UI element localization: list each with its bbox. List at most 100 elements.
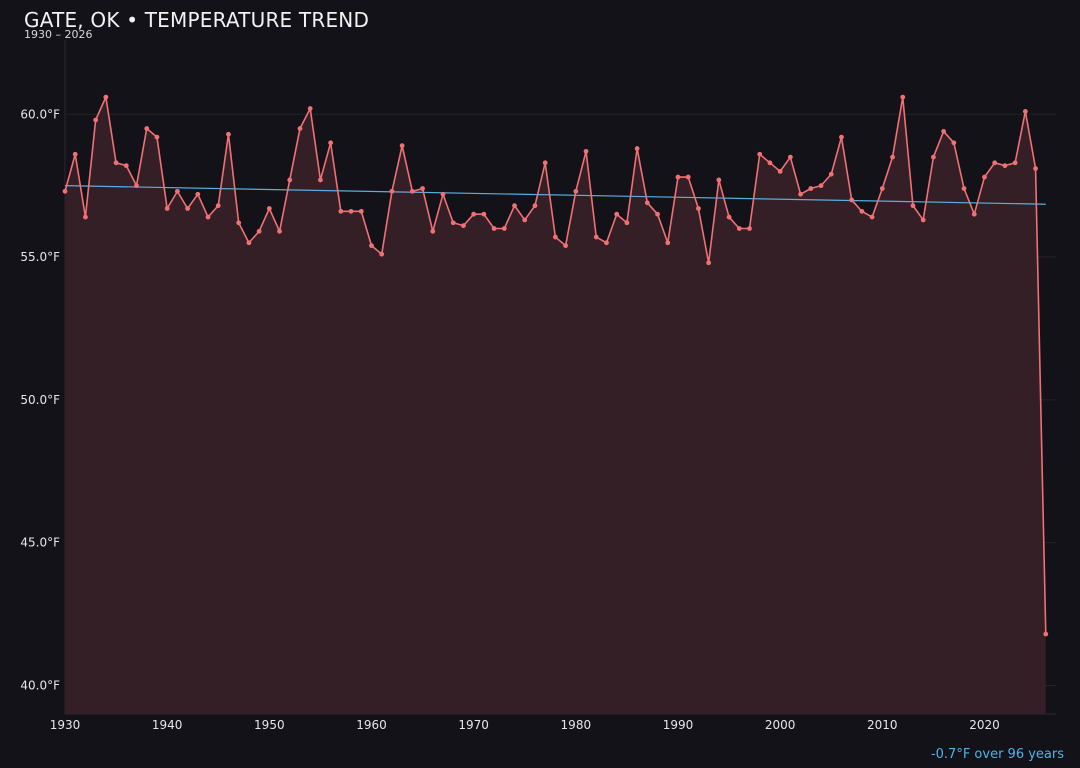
y-tick-label: 55.0°F <box>20 250 60 264</box>
y-tick-label: 40.0°F <box>20 678 60 692</box>
data-point <box>1012 160 1018 166</box>
data-point <box>879 186 885 191</box>
data-point <box>277 228 282 234</box>
data-point <box>113 160 119 166</box>
data-point <box>318 177 323 183</box>
data-point <box>185 206 190 211</box>
data-point <box>624 220 630 226</box>
data-point <box>787 154 793 160</box>
data-point <box>83 214 88 220</box>
data-point <box>583 148 589 154</box>
data-point <box>839 134 844 140</box>
trend-line-group <box>64 185 1046 205</box>
data-point <box>951 140 957 146</box>
y-tick-label: 60.0°F <box>20 107 60 121</box>
data-point <box>552 234 558 240</box>
data-point <box>931 154 936 160</box>
data-point <box>471 211 477 217</box>
data-point <box>532 203 538 209</box>
data-point <box>900 94 906 100</box>
data-point <box>593 234 599 240</box>
data-point <box>134 183 139 189</box>
y-tick-labels: 40.0°F 45.0°F 50.0°F 55.0°F 60.0°F <box>20 107 60 692</box>
data-point <box>307 106 313 111</box>
trend-line <box>64 185 1046 205</box>
data-point <box>644 200 650 206</box>
y-tick-label: 50.0°F <box>20 393 60 407</box>
y-tick-label: 45.0°F <box>20 536 60 550</box>
data-point <box>195 191 201 197</box>
data-point <box>961 186 967 191</box>
data-point <box>706 260 712 266</box>
data-point <box>440 191 446 197</box>
data-point <box>389 188 395 194</box>
data-point <box>205 214 211 220</box>
data-point <box>982 174 987 180</box>
data-point <box>542 160 548 166</box>
x-tick-label: 1950 <box>254 718 285 732</box>
x-tick-label: 2000 <box>765 718 796 732</box>
series-area <box>65 97 1046 714</box>
data-point <box>62 188 68 194</box>
data-point <box>849 197 855 203</box>
data-point <box>920 217 926 223</box>
data-point <box>348 208 354 214</box>
data-point <box>256 228 262 234</box>
data-point <box>103 94 109 100</box>
data-point <box>461 223 466 229</box>
data-point <box>859 208 865 214</box>
data-point <box>338 208 344 214</box>
data-point <box>123 163 129 169</box>
data-point <box>420 186 425 191</box>
data-point <box>1043 631 1049 637</box>
data-point <box>716 177 722 183</box>
data-point <box>828 171 834 177</box>
data-point <box>93 117 99 123</box>
data-point <box>72 151 78 157</box>
chart-title: GATE, OK • TEMPERATURE TREND <box>24 8 370 32</box>
data-point <box>971 211 977 217</box>
data-point <box>369 243 374 249</box>
data-point <box>450 220 456 226</box>
data-point <box>869 214 875 220</box>
data-point <box>1022 108 1028 114</box>
data-point <box>808 186 814 191</box>
data-point <box>685 174 691 180</box>
x-tick-label: 2020 <box>969 718 1000 732</box>
data-point <box>604 240 609 246</box>
x-tick-labels: 1930 1940 1950 1960 1970 1980 1990 2000 2010 2020 <box>50 718 1000 732</box>
data-point <box>522 217 528 223</box>
data-point <box>675 174 681 180</box>
data-point <box>910 203 916 209</box>
data-point <box>696 206 701 211</box>
data-point <box>757 151 763 157</box>
data-point <box>890 154 895 160</box>
chart-subtitle: 1930 – 2026 <box>24 28 93 41</box>
data-point <box>941 128 947 134</box>
data-point <box>409 188 415 194</box>
data-point <box>491 226 497 231</box>
data-point <box>1002 163 1008 169</box>
data-point <box>512 203 517 209</box>
data-point <box>358 208 364 214</box>
data-point <box>287 177 293 183</box>
data-point <box>154 134 160 140</box>
data-point <box>1033 166 1038 171</box>
trend-summary: -0.7°F over 96 years <box>930 747 1064 762</box>
data-point <box>215 203 221 209</box>
data-point <box>297 126 303 131</box>
x-tick-label: 1980 <box>561 718 592 732</box>
data-point <box>736 226 742 231</box>
data-point <box>481 211 487 217</box>
x-tick-label: 1930 <box>50 718 81 732</box>
x-tick-label: 1960 <box>356 718 387 732</box>
data-point <box>226 131 231 137</box>
data-point <box>726 214 732 220</box>
x-tick-label: 2010 <box>867 718 898 732</box>
x-tick-label: 1990 <box>663 718 694 732</box>
data-point <box>563 243 569 249</box>
data-point <box>992 160 998 166</box>
data-point <box>665 240 671 246</box>
data-point <box>818 183 824 189</box>
